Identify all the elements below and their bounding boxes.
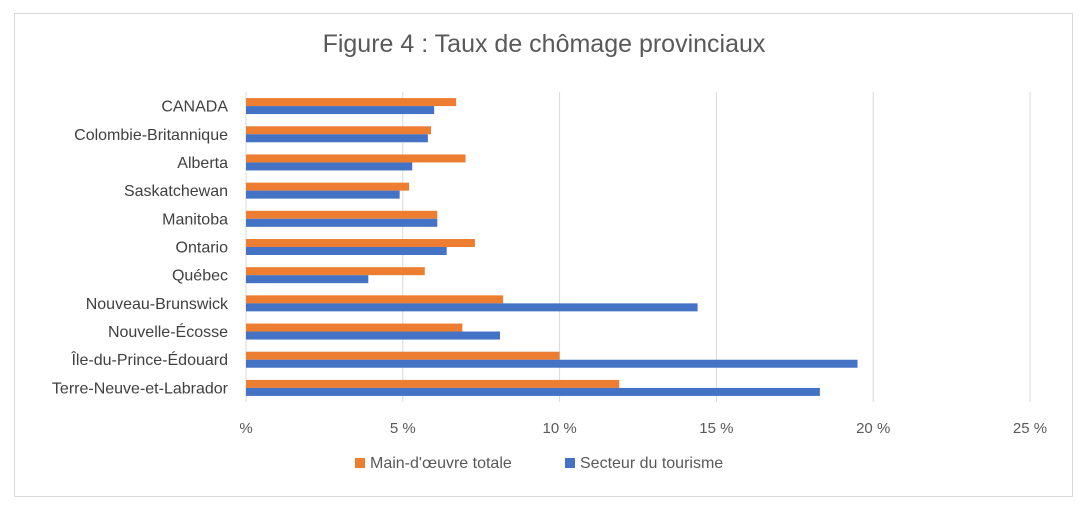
bar [246,359,858,368]
legend-swatch [565,458,575,468]
bar [246,126,432,135]
x-tick-label: 25 % [1013,420,1047,437]
bar [246,239,475,247]
bar [246,351,560,360]
bar [246,247,447,255]
x-tick-label: 15 % [699,420,733,437]
bar [246,154,466,163]
bar [246,210,438,219]
category-label: Manitoba [162,211,228,228]
bar [246,275,369,284]
bar [246,379,620,388]
category-label: Ontario [176,240,229,257]
bar [246,331,501,340]
x-tick-label: 10 % [542,420,576,437]
category-label: Saskatchewan [124,183,228,200]
x-tick-label: 5 % [390,420,416,437]
category-label: Île-du-Prince-Édouard [70,350,228,369]
category-label: Colombie-Britannique [74,127,228,144]
bar [246,98,457,107]
category-label: Alberta [177,155,228,172]
category-label: Nouvelle-Écosse [108,322,228,341]
legend-label: Main-d'œuvre totale [370,455,512,472]
category-label: Nouveau-Brunswick [86,296,229,313]
x-tick-label: 20 % [856,420,890,437]
bar [246,387,820,396]
bar [246,267,425,276]
bar [246,182,410,191]
category-label: CANADA [161,99,228,116]
bar [246,218,438,227]
bar [246,162,413,171]
bar [246,106,435,115]
bar [246,323,463,332]
legend-swatch [355,458,365,468]
category-label: Québec [172,268,228,285]
bar [246,134,428,143]
legend-label: Secteur du tourisme [580,455,723,472]
chart-title: Figure 4 : Taux de chômage provinciaux [322,30,766,58]
chart-frame [14,13,1073,497]
bar [246,295,504,304]
bar [246,190,400,199]
x-tick-label: % [239,420,252,437]
bar [246,303,698,312]
category-label: Terre-Neuve-et-Labrador [52,380,229,397]
